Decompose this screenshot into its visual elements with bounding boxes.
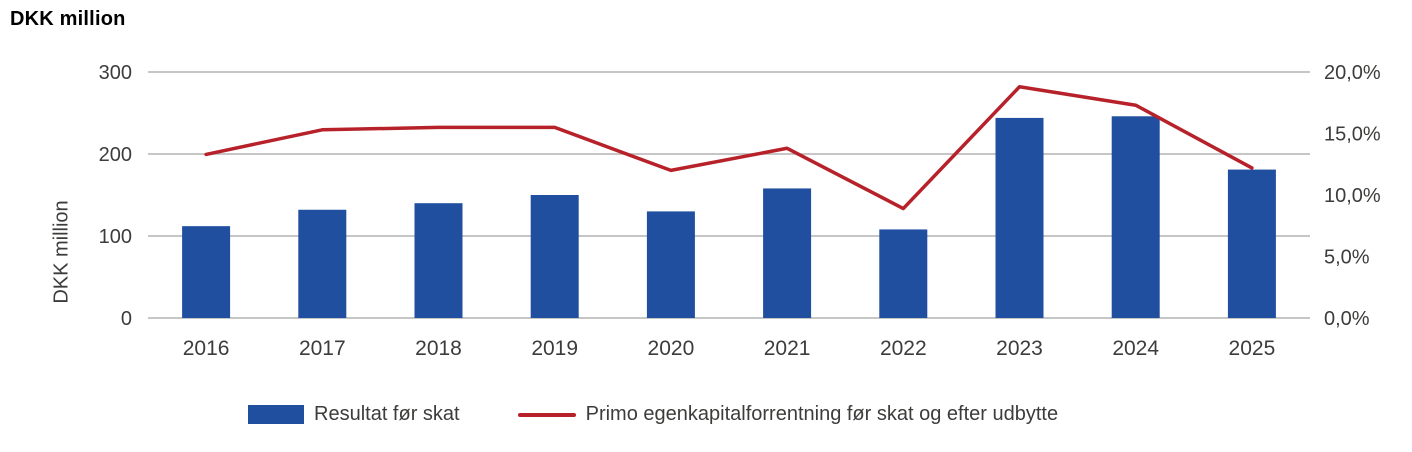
bar-swatch (248, 405, 304, 424)
bar-2016 (182, 226, 231, 318)
legend-item-line: Primo egenkapitalforrentning før skat og… (517, 403, 1059, 426)
x-axis-label: 2018 (415, 337, 462, 360)
right-axis-tick: 0,0% (1324, 308, 1370, 330)
left-axis-tick: 0 (121, 308, 132, 330)
bar-2020 (646, 211, 695, 318)
rate-line (204, 85, 1254, 211)
bar-2025 (1227, 169, 1276, 318)
left-axis-tick: 300 (99, 62, 132, 84)
line-swatch (517, 412, 576, 417)
bar-legend-label: Resultat før skat (314, 403, 460, 425)
chart-title: DKK million (10, 8, 126, 30)
line-legend-label: Primo egenkapitalforrentning før skat og… (585, 403, 1059, 425)
bar-2019 (530, 195, 579, 318)
right-axis-tick: 5,0% (1324, 247, 1370, 269)
x-axis-label: 2017 (299, 337, 346, 360)
right-axis-tick: 20,0% (1324, 62, 1381, 84)
legend: Resultat før skat Primo egenkapitalforre… (248, 403, 1058, 426)
x-axis-label: 2016 (183, 337, 230, 360)
x-axis-label: 2020 (648, 337, 695, 360)
x-axis-label: 2025 (1229, 337, 1276, 360)
x-axis-label: 2022 (880, 337, 927, 360)
bar-2022 (879, 229, 928, 318)
bar-2024 (1111, 116, 1160, 318)
bar-2017 (298, 209, 347, 318)
left-axis-tick: 200 (99, 144, 132, 166)
right-axis-tick: 10,0% (1324, 185, 1381, 207)
right-axis-tick: 15,0% (1324, 124, 1381, 146)
bar-2018 (414, 203, 463, 318)
bar-2023 (995, 117, 1044, 318)
x-axis-label: 2021 (764, 337, 811, 360)
x-axis-label: 2024 (1112, 337, 1159, 360)
bar-2021 (763, 188, 812, 318)
left-axis-tick: 100 (99, 226, 132, 248)
x-axis-label: 2019 (531, 337, 578, 360)
x-axis-label: 2023 (996, 337, 1043, 360)
legend-item-bar: Resultat før skat (248, 403, 460, 426)
